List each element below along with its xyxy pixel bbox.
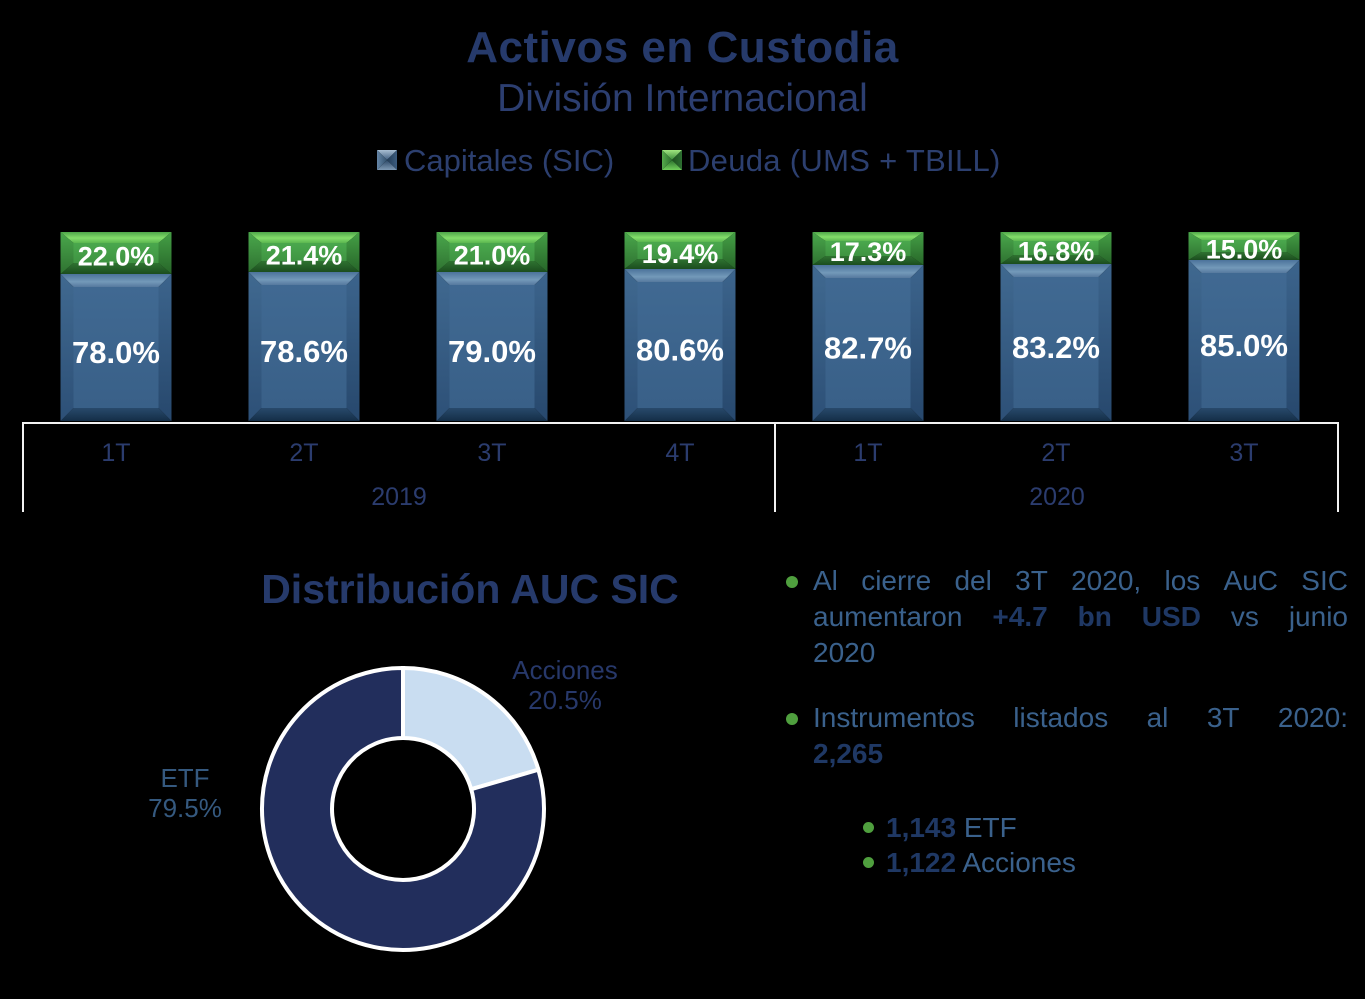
svg-text:78.0%: 78.0%	[72, 335, 160, 370]
svg-text:79.0%: 79.0%	[448, 334, 536, 369]
svg-text:21.0%: 21.0%	[454, 241, 531, 271]
svg-text:15.0%: 15.0%	[1206, 235, 1283, 265]
svg-text:16.8%: 16.8%	[1018, 237, 1095, 267]
svg-text:85.0%: 85.0%	[1200, 328, 1288, 363]
svg-text:80.6%: 80.6%	[636, 332, 724, 367]
svg-text:17.3%: 17.3%	[830, 237, 907, 267]
svg-text:82.7%: 82.7%	[824, 330, 912, 365]
svg-text:78.6%: 78.6%	[260, 334, 348, 369]
svg-text:83.2%: 83.2%	[1012, 330, 1100, 365]
svg-text:19.4%: 19.4%	[642, 239, 719, 269]
svg-text:21.4%: 21.4%	[266, 241, 343, 271]
svg-text:22.0%: 22.0%	[78, 242, 155, 272]
